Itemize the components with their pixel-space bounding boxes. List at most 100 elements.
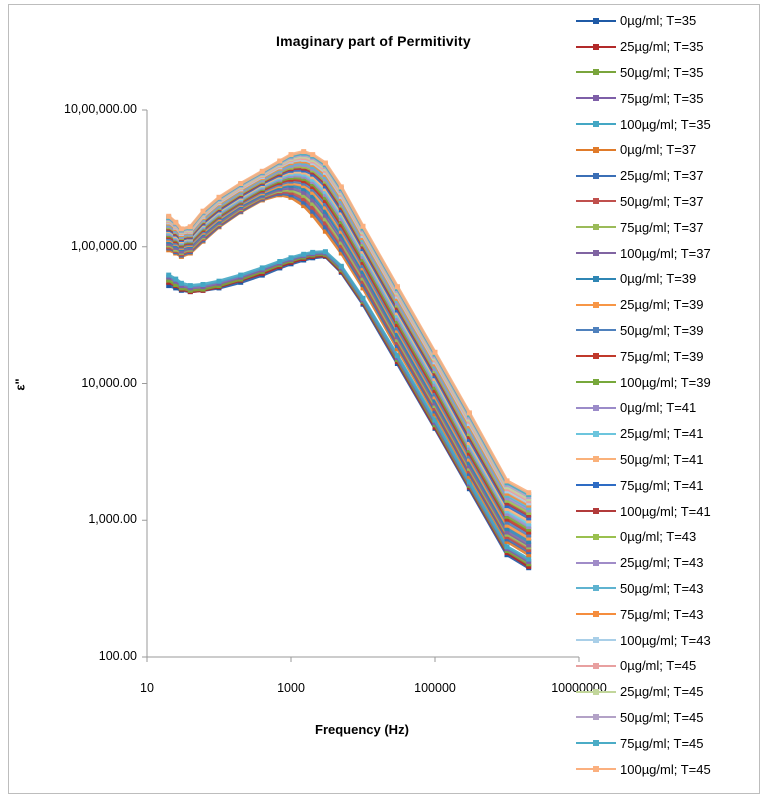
data-point [526, 552, 532, 558]
legend-swatch [574, 556, 618, 570]
data-point [322, 220, 328, 226]
x-tick-label: 100000 [414, 681, 456, 695]
data-point [504, 503, 510, 509]
data-point [360, 282, 366, 287]
data-point [504, 516, 510, 522]
legend-label: 100µg/ml; T=41 [620, 503, 711, 519]
data-point [338, 216, 344, 221]
data-point [301, 192, 307, 198]
legend-label: 50µg/ml; T=39 [620, 322, 704, 338]
data-point [259, 168, 265, 174]
data-point [173, 276, 179, 282]
data-point [166, 283, 172, 289]
legend-item: 0µg/ml; T=37 [574, 137, 696, 163]
data-point [504, 513, 510, 519]
data-point [432, 391, 438, 397]
legend-item: 25µg/ml; T=43 [574, 550, 704, 576]
data-point [466, 479, 472, 485]
legend-label: 100µg/ml; T=39 [620, 374, 711, 390]
legend-item: 75µg/ml; T=45 [574, 730, 704, 756]
legend-item: 25µg/ml; T=39 [574, 292, 704, 318]
data-point [200, 282, 206, 287]
legend-item: 100µg/ml; T=43 [574, 627, 711, 653]
legend-label: 25µg/ml; T=41 [620, 426, 704, 442]
legend-label: 50µg/ml; T=35 [620, 64, 704, 80]
legend-swatch [574, 91, 618, 105]
data-point [178, 280, 184, 286]
legend-swatch [574, 452, 618, 466]
data-point [526, 556, 532, 562]
legend-swatch [574, 478, 618, 492]
legend-swatch [574, 736, 618, 750]
data-point [466, 459, 472, 465]
data-point [338, 184, 344, 190]
data-point [504, 519, 510, 525]
legend-label: 25µg/ml; T=45 [620, 684, 704, 700]
legend-swatch [574, 375, 618, 389]
series-line [168, 254, 530, 568]
data-point [338, 250, 344, 256]
data-point [288, 255, 294, 261]
legend-label: 100µg/ml; T=37 [620, 245, 711, 261]
data-point [526, 512, 532, 518]
y-tick-label: 10,000.00 [81, 375, 137, 390]
data-point [526, 532, 532, 538]
legend-item: 75µg/ml; T=39 [574, 343, 704, 369]
data-point [310, 249, 316, 255]
data-point [322, 198, 328, 203]
legend-swatch [574, 607, 618, 621]
data-point [187, 224, 193, 230]
data-point [322, 208, 328, 214]
series-line [167, 251, 530, 563]
legend-label: 25µg/ml; T=35 [620, 39, 704, 55]
x-tick-label: 10 [140, 681, 154, 695]
data-point [310, 176, 316, 182]
data-point [238, 181, 244, 186]
data-point [338, 243, 344, 249]
series-layer [166, 149, 532, 571]
data-point [310, 186, 316, 192]
data-point [178, 226, 184, 232]
data-point [526, 490, 532, 496]
data-point [322, 160, 328, 166]
legend-label: 25µg/ml; T=43 [620, 555, 704, 571]
y-tick-label: 1,000.00 [88, 512, 137, 527]
data-point [310, 204, 316, 210]
data-point [310, 152, 316, 158]
legend-label: 75µg/ml; T=41 [620, 477, 704, 493]
legend-swatch [574, 504, 618, 518]
data-point [394, 353, 400, 359]
series-line [168, 254, 530, 570]
legend-swatch [574, 246, 618, 260]
data-point [310, 212, 316, 218]
y-tick-label: 100.00 [98, 649, 137, 663]
data-point [288, 152, 294, 158]
data-point [526, 521, 532, 527]
legend-item: 0µg/ml; T=35 [574, 8, 696, 34]
data-point [432, 349, 438, 355]
data-point [504, 505, 510, 511]
axes [142, 109, 580, 662]
legend-item: 25µg/ml; T=37 [574, 163, 704, 189]
legend-swatch [574, 581, 618, 595]
y-tick-label: 1,00,000.00 [70, 238, 137, 253]
data-point [504, 511, 510, 516]
legend-item: 100µg/ml; T=39 [574, 369, 711, 395]
series-line [167, 150, 530, 495]
legend-swatch [574, 40, 618, 54]
legend-item: 50µg/ml; T=41 [574, 447, 704, 473]
legend-swatch [574, 220, 618, 234]
data-point [360, 223, 366, 229]
legend-item: 25µg/ml; T=35 [574, 34, 704, 60]
legend-item: 25µg/ml; T=45 [574, 679, 704, 705]
data-point [301, 199, 307, 205]
legend-label: 0µg/ml; T=35 [620, 13, 697, 29]
data-point [338, 236, 344, 242]
legend-item: 100µg/ml; T=41 [574, 498, 711, 524]
data-point [504, 529, 510, 535]
data-point [526, 547, 532, 553]
data-point [322, 216, 328, 222]
data-point [187, 283, 193, 289]
legend-label: 0µg/ml; T=41 [620, 400, 697, 416]
legend-item: 50µg/ml; T=35 [574, 60, 704, 86]
